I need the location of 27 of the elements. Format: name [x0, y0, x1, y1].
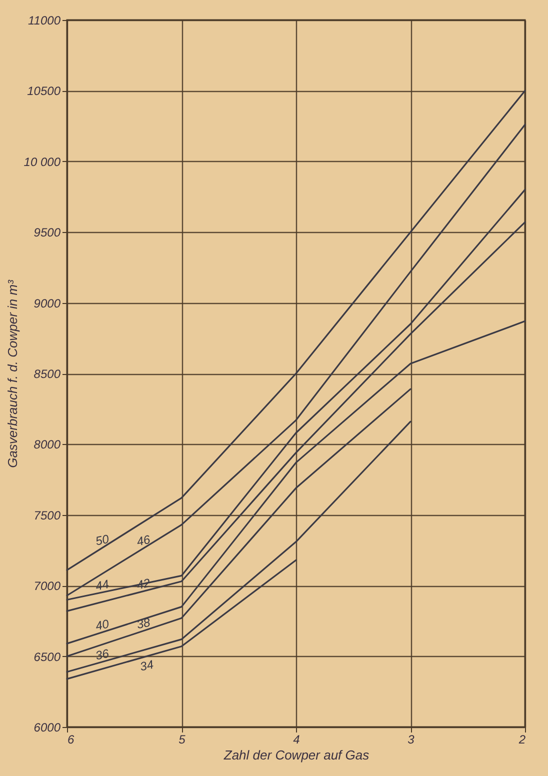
y-tick-label: 10500	[27, 84, 61, 98]
y-tick-label: 10 000	[24, 154, 61, 169]
text: 44	[94, 576, 110, 594]
y-tick-label: 9000	[34, 296, 61, 310]
x-tick-label: 3	[408, 732, 415, 746]
line-series	[66, 320, 526, 644]
line-series	[66, 388, 412, 658]
y-tick-label: 9500	[34, 226, 61, 240]
line-series	[66, 420, 412, 673]
y-tick-label: 11000	[28, 14, 61, 28]
x-tick-label: 4	[293, 732, 300, 746]
y-tick-label: 8000	[34, 438, 61, 452]
y-tick-label: 7000	[34, 579, 61, 594]
y-tick-label: 8500	[34, 367, 61, 381]
x-tick-label: 2	[518, 732, 526, 746]
text: 36	[94, 646, 110, 663]
y-tick-label: 6000	[34, 720, 61, 734]
y-axis-title: Gasverbrauch f. d. Cowper in m³	[4, 279, 20, 468]
y-tick-label: 6500	[34, 650, 61, 664]
x-axis-title: Zahl der Cowper auf Gas	[222, 748, 370, 762]
text: 40	[94, 616, 110, 634]
y-tick-label: 7500	[34, 508, 61, 522]
text: 34	[138, 657, 156, 674]
text: 50	[94, 532, 110, 548]
text: 46	[135, 532, 152, 549]
x-tick-label: 6	[68, 732, 74, 746]
x-tick-label: 5	[178, 732, 186, 746]
